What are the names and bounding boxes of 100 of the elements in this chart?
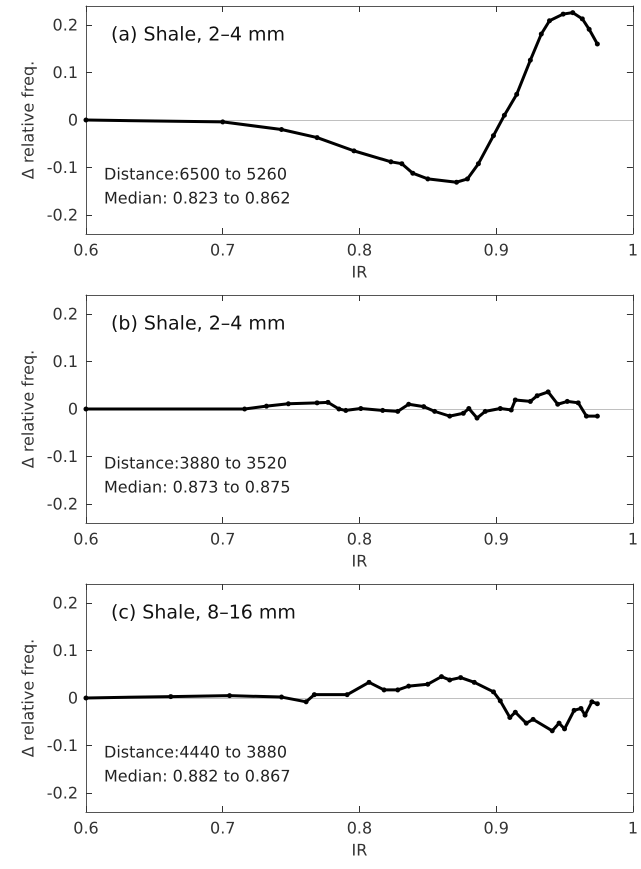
point — [538, 32, 544, 37]
point — [556, 720, 562, 726]
annotation: Median: 0.873 to 0.875 — [104, 478, 291, 496]
point — [454, 180, 460, 185]
point — [314, 135, 320, 140]
y-tick-label: -0.1 — [46, 447, 78, 466]
y-tick-label: 0.2 — [52, 16, 78, 34]
point — [432, 408, 438, 414]
point — [589, 699, 594, 704]
point — [580, 16, 585, 22]
point — [84, 696, 88, 700]
point — [555, 402, 560, 407]
x-tick-label: 0.9 — [483, 240, 509, 260]
point — [570, 10, 576, 16]
x-tick-label: 0.8 — [346, 818, 372, 838]
point — [447, 677, 452, 682]
point — [576, 400, 581, 406]
point — [388, 159, 394, 164]
point — [344, 692, 350, 698]
y-tick-label: 0.2 — [52, 594, 78, 612]
y-tick-label: -0.2 — [46, 784, 78, 802]
y-tick-label: 0.1 — [52, 641, 78, 660]
point — [312, 692, 317, 698]
point — [498, 406, 503, 412]
x-tick-label: 0.7 — [210, 240, 236, 260]
point — [508, 407, 514, 412]
y-axis-title: Δ relative freq. — [18, 350, 38, 468]
point — [366, 680, 372, 685]
point — [490, 133, 496, 138]
point — [438, 674, 444, 680]
point — [547, 18, 552, 24]
point — [584, 414, 589, 419]
y-tick-label: -0.2 — [46, 206, 78, 224]
y-tick-label: -0.2 — [46, 494, 78, 514]
point — [474, 416, 480, 421]
y-axis-title: Δ relative freq. — [18, 60, 38, 180]
point — [410, 170, 416, 176]
point — [490, 689, 496, 694]
y-tick-label: -0.1 — [46, 736, 78, 755]
point — [594, 414, 600, 419]
annotation: Median: 0.823 to 0.862 — [104, 188, 291, 208]
point — [395, 408, 400, 414]
point — [425, 682, 430, 687]
point — [534, 393, 540, 398]
point — [220, 119, 226, 124]
point — [528, 58, 533, 63]
point — [286, 401, 291, 406]
point — [560, 12, 566, 17]
text: (b) Shale, 2–4 mm — [111, 312, 286, 334]
point — [512, 710, 518, 715]
point — [279, 694, 284, 700]
y-tick-label: 0.1 — [52, 352, 78, 371]
point — [594, 701, 600, 706]
y-tick-label: 0 — [68, 400, 78, 418]
y-tick-label: 0 — [68, 688, 78, 708]
point — [482, 408, 488, 414]
x-tick-label: 0.6 — [73, 818, 99, 838]
y-tick-label: 0.2 — [52, 304, 78, 324]
y-tick-label: 0.1 — [52, 63, 78, 82]
x-tick-label: 0.9 — [483, 818, 509, 838]
point — [326, 400, 331, 405]
point — [421, 404, 426, 410]
x-tick-label: 0.6 — [73, 530, 99, 548]
point — [279, 127, 284, 132]
point — [476, 161, 481, 166]
point — [406, 684, 412, 689]
x-tick-label: 0.6 — [73, 240, 99, 260]
point — [594, 42, 600, 46]
point — [343, 408, 348, 413]
point — [358, 406, 364, 412]
point — [84, 118, 88, 122]
y-tick-label: -0.1 — [46, 158, 78, 177]
point — [395, 687, 400, 692]
text: (c) Shale, 8–16 mm — [111, 602, 296, 624]
point — [562, 726, 568, 732]
point — [546, 389, 551, 394]
point — [472, 680, 477, 685]
point — [460, 410, 466, 416]
point — [406, 402, 412, 407]
point — [458, 675, 464, 680]
x-axis-title: IR — [352, 262, 368, 282]
point — [425, 176, 430, 182]
x-axis-title: IR — [352, 840, 368, 860]
point — [304, 699, 309, 704]
point — [498, 698, 503, 704]
point — [314, 400, 320, 406]
point — [524, 720, 529, 726]
x-tick-label: 0.9 — [483, 530, 509, 548]
point — [242, 406, 248, 412]
x-axis-title: IR — [352, 552, 368, 570]
point — [578, 706, 584, 711]
point — [514, 92, 520, 97]
y-axis-title: Δ relative freq. — [18, 638, 38, 758]
point — [464, 176, 470, 182]
annotation: Distance:4440 to 3880 — [104, 742, 288, 762]
point — [502, 112, 507, 118]
point — [351, 148, 356, 154]
point — [572, 708, 577, 713]
x-tick-label: 0.8 — [346, 240, 372, 260]
x-tick-label: 0.8 — [346, 530, 372, 548]
